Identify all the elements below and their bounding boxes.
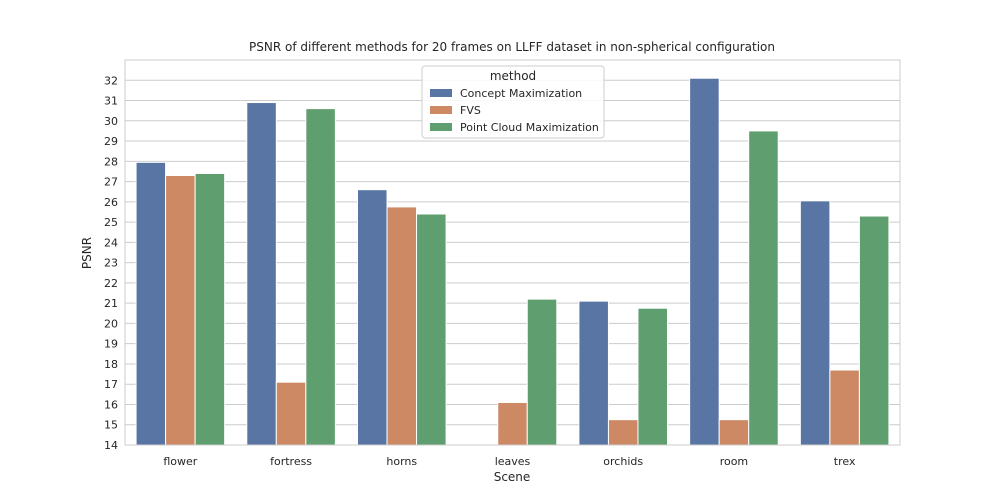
x-tick-label: horns [386, 455, 417, 468]
bar-orchids-1 [607, 419, 639, 446]
legend-label: Point Cloud Maximization [460, 121, 599, 134]
chart-title: PSNR of different methods for 20 frames … [249, 40, 775, 54]
bar-room-0 [689, 77, 720, 446]
bar-flower-2 [194, 172, 226, 446]
x-tick-label: orchids [603, 455, 643, 468]
y-tick-label: 19 [104, 338, 118, 351]
x-axis-label: Scene [494, 470, 531, 484]
y-tick-label: 15 [104, 419, 118, 432]
bar-trex-1 [829, 369, 860, 446]
y-tick-labels: 14 15 16 17 18 19 20 21 22 23 24 25 26 27 28 29 30 31 32 [104, 74, 118, 452]
y-tick-label: 21 [104, 297, 118, 310]
bar-flower-1 [165, 175, 196, 446]
legend-box [421, 65, 605, 139]
y-tick-label: 28 [104, 155, 118, 168]
bar-horns-0 [357, 189, 388, 446]
legend-label: Concept Maximization [460, 87, 582, 100]
y-tick-label: 16 [104, 398, 118, 411]
y-tick-label: 17 [104, 378, 118, 391]
plot-frame [124, 59, 901, 446]
x-tick-label: trex [834, 455, 856, 468]
y-tick-label: 26 [104, 196, 118, 209]
bars [135, 77, 890, 446]
y-tick-label: 25 [104, 216, 118, 229]
bar-orchids-2 [637, 307, 669, 446]
y-axis-label: PSNR [80, 237, 94, 269]
bar-fortress-1 [275, 381, 307, 446]
x-tick-label: room [720, 455, 748, 468]
y-tick-label: 29 [104, 135, 118, 148]
y-tick-label: 32 [104, 74, 118, 87]
y-tick-label: 31 [104, 95, 118, 108]
bar-fortress-0 [246, 102, 277, 446]
y-tick-label: 23 [104, 257, 118, 270]
x-tick-label: fortress [270, 455, 312, 468]
legend-swatch [430, 106, 452, 114]
y-tick-label: 30 [104, 115, 118, 128]
y-tick-label: 27 [104, 176, 118, 189]
x-tick-label: leaves [495, 455, 531, 468]
bar-horns-2 [416, 213, 447, 446]
y-tick-label: 14 [104, 439, 118, 452]
y-tick-label: 24 [104, 236, 118, 249]
bar-horns-1 [386, 206, 418, 446]
bar-leaves-2 [526, 298, 558, 446]
legend: method Concept Maximization FVS Point Clou… [421, 65, 605, 139]
bar-room-1 [718, 419, 750, 446]
x-tick-label: flower [163, 455, 197, 468]
y-tick-label: 20 [104, 317, 118, 330]
bar-trex-0 [799, 200, 831, 446]
legend-swatch [430, 89, 452, 97]
y-tick-label: 18 [104, 358, 118, 371]
bar-fortress-2 [305, 108, 336, 446]
bar-leaves-1 [497, 401, 528, 446]
y-tick-label: 22 [104, 277, 118, 290]
bar-flower-0 [135, 161, 167, 446]
bar-trex-2 [858, 215, 890, 446]
legend-title: method [490, 69, 536, 83]
bar-room-2 [748, 130, 779, 446]
bar-orchids-0 [578, 300, 609, 446]
legend-label: FVS [460, 104, 481, 117]
legend-swatch [430, 123, 452, 131]
x-tick-labels: flower fortress horns leaves orchids room trex [163, 455, 856, 468]
